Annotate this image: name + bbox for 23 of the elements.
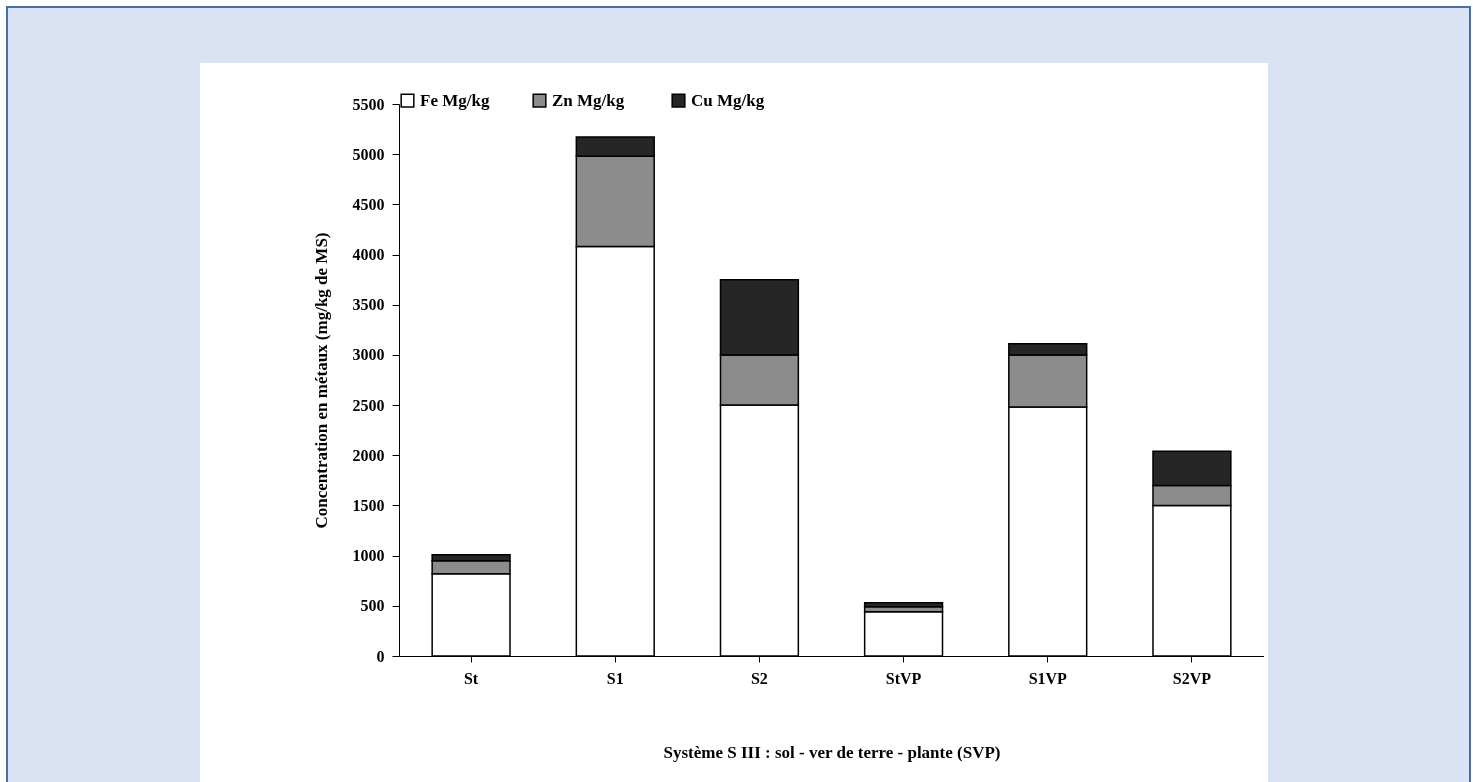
x-tick-label: S1VP	[1028, 669, 1068, 687]
y-tick-label: 1000	[352, 547, 385, 565]
y-tick-label: 2500	[352, 396, 385, 414]
legend-label: Cu Mg/kg	[691, 90, 765, 110]
y-tick-label: 3000	[352, 346, 385, 364]
y-tick-label: 5500	[352, 95, 385, 113]
x-axis-title: Système S III : sol - ver de terre - plante (SVP)	[663, 742, 1001, 762]
y-tick-label: 500	[360, 597, 385, 615]
y-tick-label: 0	[376, 647, 385, 665]
y-tick-label: 4500	[352, 195, 385, 213]
y-tick-label: 3500	[352, 296, 385, 314]
x-tick-label: StVP	[885, 669, 922, 687]
legend-label: Zn Mg/kg	[552, 90, 625, 110]
y-tick-label: 2000	[352, 446, 385, 464]
y-tick-label: 1500	[352, 496, 385, 514]
x-tick-label: S2VP	[1172, 669, 1212, 687]
legend-label: Fe Mg/kg	[420, 90, 490, 110]
x-tick-label: S2	[750, 669, 768, 687]
y-axis-title: Concentration en métaux (mg/kg de MS)	[311, 232, 331, 529]
x-tick-label: S1	[606, 669, 624, 687]
y-tick-label: 5000	[352, 145, 385, 163]
x-tick-label: St	[463, 669, 479, 687]
y-tick-label: 4000	[352, 246, 385, 264]
